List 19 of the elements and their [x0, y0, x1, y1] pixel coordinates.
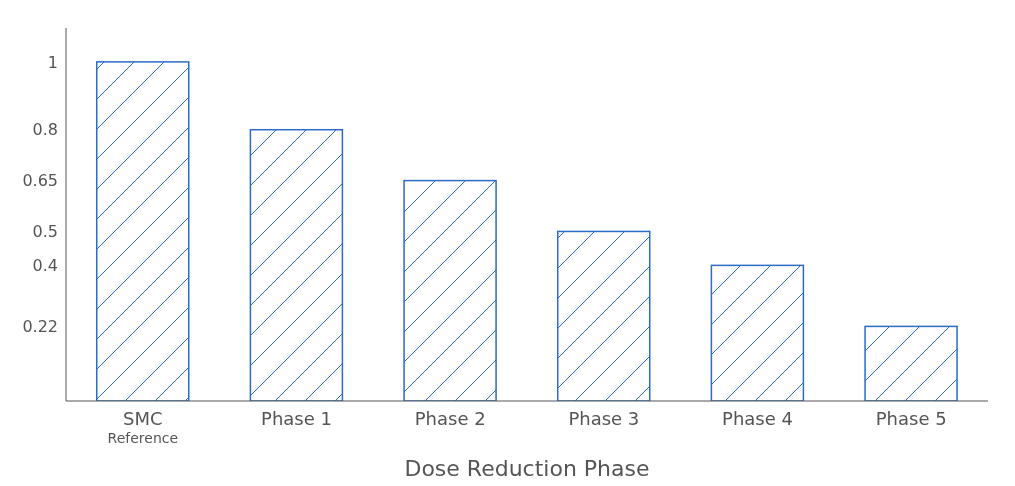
y-tick-label: 0.8 — [32, 120, 58, 140]
y-tick-label: 1 — [47, 52, 58, 72]
bar — [710, 264, 805, 401]
x-tick-label: Phase 2 — [414, 408, 486, 429]
x-tick-label: Phase 4 — [722, 408, 793, 429]
x-tick-label: Phase 1 — [261, 408, 332, 429]
x-tick-label: Phase 5 — [875, 408, 947, 429]
y-tick-label: 0.4 — [32, 256, 58, 276]
x-axis-title: Dose Reduction Phase — [404, 456, 650, 481]
y-tick-label: 0.65 — [22, 171, 58, 191]
bar — [403, 179, 497, 401]
y-tick-label: 0.22 — [22, 317, 58, 337]
bar — [864, 325, 958, 401]
bar — [249, 128, 344, 401]
x-tick-label: SMC Reference — [107, 408, 179, 446]
bar — [95, 61, 190, 401]
y-tick-label: 0.5 — [32, 222, 58, 242]
x-tick-label: Phase 3 — [568, 408, 640, 429]
bar — [556, 230, 651, 401]
